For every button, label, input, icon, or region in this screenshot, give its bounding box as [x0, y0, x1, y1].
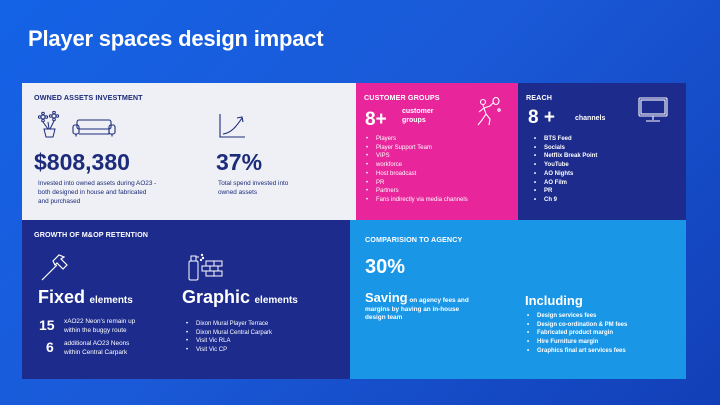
list-item: Visit Vic CP — [184, 346, 272, 355]
owned-percent-desc: Total spend invested into owned assets — [218, 180, 289, 196]
growth-panel: GROWTH OF M&OP RETENTION Fixed elements … — [22, 220, 350, 379]
saving-percent: 30% — [365, 256, 406, 278]
tennis-player-icon — [477, 97, 501, 126]
fixed-stat-desc: additional AO23 Neons within Central Car… — [64, 340, 130, 356]
reach-panel: REACH 8 + channels BTS Feed Socials Netf… — [518, 83, 686, 220]
graphic-elements-list: Dixon Mural Player Terrace Dixon Mural C… — [184, 320, 272, 355]
reach-count: 8 + — [528, 107, 555, 128]
hammer-icon — [41, 254, 68, 281]
list-item: Dixon Mural Central Carpark — [184, 329, 272, 338]
reach-count-label: channels — [575, 115, 606, 122]
list-item: Fans indirectly via media channels — [364, 196, 469, 205]
fixed-stat-number: 15 — [39, 317, 55, 333]
plant-icon — [37, 111, 60, 138]
list-item: Players — [364, 135, 469, 144]
list-item: Host broadcast — [364, 170, 469, 179]
fixed-stat-number: 6 — [46, 339, 54, 355]
graphic-elements-heading: Graphic elements — [182, 287, 298, 307]
owned-assets-panel: OWNED ASSETS INVESTMENT $808,380 Investe… — [22, 83, 356, 220]
growth-chart-icon — [219, 114, 245, 138]
sofa-icon — [72, 119, 116, 137]
list-item: PR — [532, 187, 597, 196]
reach-channel-list: BTS Feed Socials Netflix Break Point You… — [532, 135, 597, 205]
growth-header: GROWTH OF M&OP RETENTION — [34, 230, 149, 239]
list-item: Design co-ordination & PM fees — [525, 321, 627, 330]
list-item: Hire Furniture margin — [525, 338, 627, 347]
page-title: Player spaces design impact — [28, 26, 324, 51]
list-item: Fabricated product margin — [525, 329, 627, 338]
fixed-elements-heading: Fixed elements — [38, 287, 133, 307]
including-heading: Including — [525, 293, 583, 308]
owned-assets-header: OWNED ASSETS INVESTMENT — [34, 93, 143, 102]
customer-groups-header: CUSTOMER GROUPS — [364, 93, 440, 102]
list-item: workforce — [364, 161, 469, 170]
list-item: Dixon Mural Player Terrace — [184, 320, 272, 329]
fixed-stat-desc: xAO22 Neon's remain up within the buggy … — [64, 318, 136, 334]
customer-groups-panel: CUSTOMER GROUPS 8+ customer groups Playe… — [356, 83, 518, 220]
comparison-header: COMPARISION TO AGENCY — [365, 235, 463, 244]
list-item: Socials — [532, 144, 597, 153]
list-item: PR — [364, 179, 469, 188]
list-item: YouTube — [532, 161, 597, 170]
including-list: Design services fees Design co-ordinatio… — [525, 312, 627, 356]
owned-percent: 37% — [216, 149, 263, 175]
reach-header: REACH — [526, 93, 553, 102]
saving-text: Saving on agency fees and margins by hav… — [365, 290, 469, 322]
owned-amount: $808,380 — [34, 149, 130, 175]
owned-amount-desc: Invested into owned assets during AO23 -… — [38, 180, 157, 205]
customer-count-label: customer groups — [402, 108, 434, 124]
list-item: Graphics final art services fees — [525, 347, 627, 356]
list-item: Netflix Break Point — [532, 152, 597, 161]
list-item: Partners — [364, 187, 469, 196]
list-item: Player Support Team — [364, 144, 469, 153]
customer-groups-list: Players Player Support Team VIPS workfor… — [364, 135, 469, 205]
list-item: BTS Feed — [532, 135, 597, 144]
list-item: AO Nights — [532, 170, 597, 179]
monitor-icon — [638, 97, 668, 122]
comparison-panel: COMPARISION TO AGENCY 30% Saving on agen… — [350, 220, 686, 379]
customer-count: 8+ — [365, 109, 387, 130]
list-item: Ch 9 — [532, 196, 597, 205]
list-item: AO Film — [532, 179, 597, 188]
list-item: VIPS — [364, 152, 469, 161]
list-item: Design services fees — [525, 312, 627, 321]
spray-paint-icon — [188, 253, 223, 281]
list-item: Visit Vic RLA — [184, 337, 272, 346]
